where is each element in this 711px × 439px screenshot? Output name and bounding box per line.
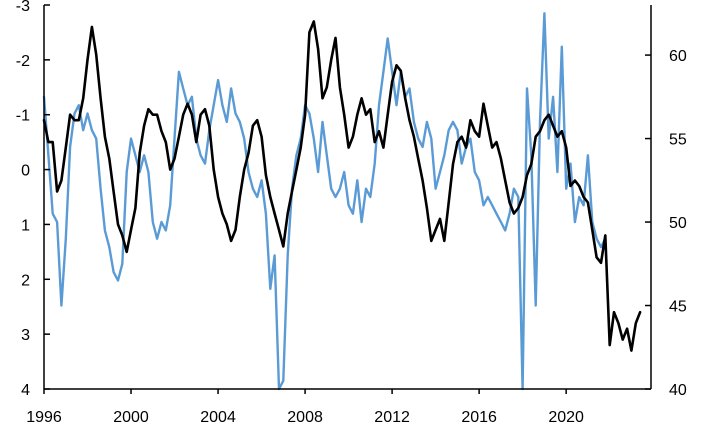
left-tick-label: 2 [21,272,30,289]
x-tick-label: 2000 [113,409,149,426]
left-tick-label: 3 [21,327,30,344]
left-tick-label: -2 [16,53,30,70]
right-tick-label: 45 [669,299,687,316]
right-tick-label: 40 [669,382,687,399]
left-tick-label: -1 [16,108,30,125]
x-tick-label: 2004 [200,409,236,426]
series-line-right-axis [42,12,607,391]
right-tick-label: 50 [669,215,687,232]
series-layer [42,12,642,391]
x-tick-label: 2016 [461,409,497,426]
right-tick-label: 60 [669,48,687,65]
axis-layer: -3 -2 -1 0 1 2 3 4 40 45 50 55 60 1996 2000 2004 2008 201… [16,0,687,426]
series-line-left-axis [42,20,642,352]
left-tick-label: 0 [21,163,30,180]
left-tick-label: 4 [21,382,30,399]
left-tick-label: -3 [16,0,30,15]
left-tick-label: 1 [21,217,30,234]
x-tick-label: 2012 [374,409,410,426]
x-tick-label: 1996 [26,409,62,426]
right-tick-label: 55 [669,132,687,149]
x-tick-label: 2008 [287,409,323,426]
x-tick-label: 2020 [548,409,584,426]
